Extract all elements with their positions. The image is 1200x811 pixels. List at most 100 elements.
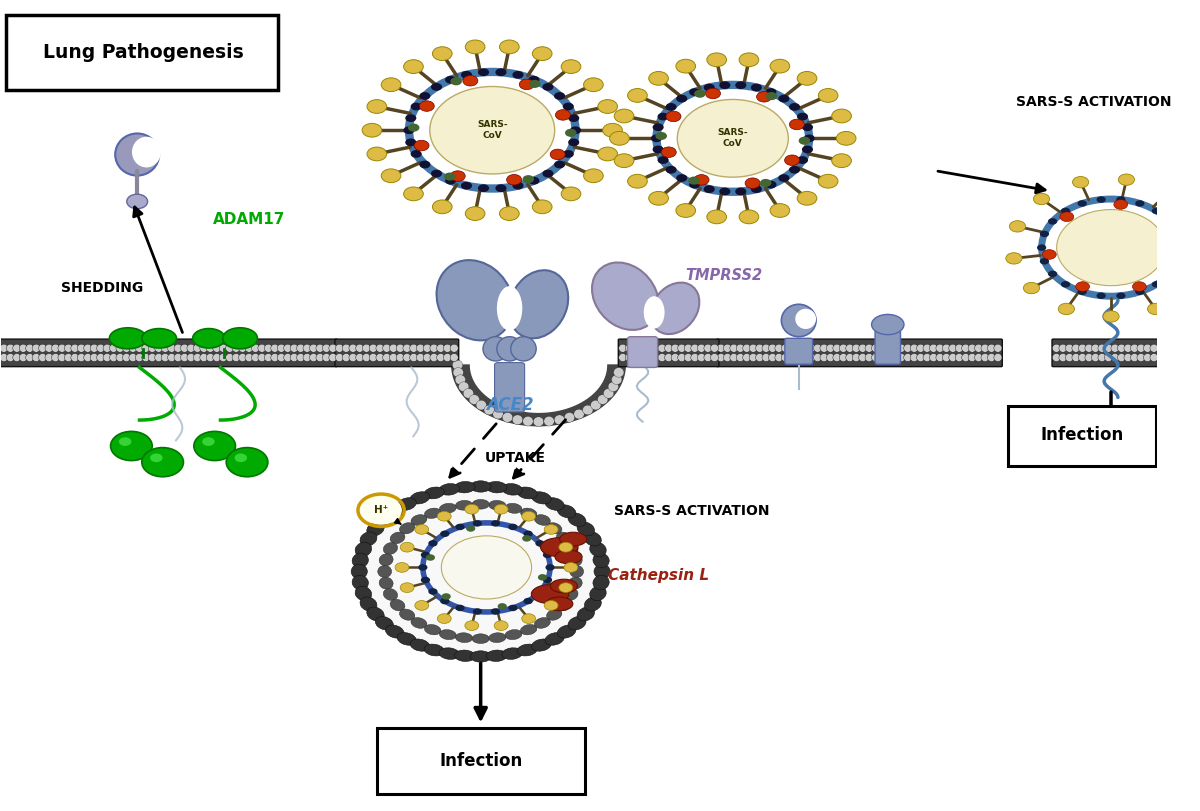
Ellipse shape bbox=[749, 344, 757, 352]
Circle shape bbox=[538, 574, 547, 581]
Circle shape bbox=[466, 207, 485, 221]
Circle shape bbox=[522, 512, 535, 521]
Ellipse shape bbox=[25, 344, 34, 352]
Circle shape bbox=[150, 453, 163, 462]
Ellipse shape bbox=[589, 586, 606, 601]
Ellipse shape bbox=[424, 487, 444, 499]
Ellipse shape bbox=[1117, 354, 1126, 362]
Ellipse shape bbox=[638, 344, 647, 352]
Circle shape bbox=[676, 95, 688, 102]
Circle shape bbox=[756, 92, 772, 102]
Circle shape bbox=[419, 564, 427, 571]
Circle shape bbox=[461, 71, 472, 79]
Ellipse shape bbox=[187, 344, 196, 352]
Ellipse shape bbox=[443, 354, 451, 362]
Circle shape bbox=[1182, 282, 1199, 294]
Ellipse shape bbox=[486, 650, 506, 662]
Ellipse shape bbox=[521, 508, 536, 518]
Ellipse shape bbox=[833, 344, 841, 352]
Ellipse shape bbox=[488, 500, 506, 510]
Ellipse shape bbox=[290, 344, 299, 352]
Ellipse shape bbox=[716, 354, 725, 362]
Circle shape bbox=[677, 100, 788, 177]
Circle shape bbox=[400, 543, 414, 552]
Ellipse shape bbox=[923, 354, 931, 362]
Ellipse shape bbox=[582, 406, 593, 415]
Circle shape bbox=[506, 174, 522, 185]
Ellipse shape bbox=[403, 354, 410, 362]
Text: Lung Pathogenesis: Lung Pathogenesis bbox=[42, 43, 244, 62]
Circle shape bbox=[542, 577, 552, 583]
Ellipse shape bbox=[409, 354, 418, 362]
Ellipse shape bbox=[1058, 344, 1067, 352]
Circle shape bbox=[1097, 293, 1105, 299]
Ellipse shape bbox=[1058, 354, 1067, 362]
Circle shape bbox=[464, 620, 479, 630]
Ellipse shape bbox=[697, 344, 706, 352]
Circle shape bbox=[473, 520, 482, 526]
Circle shape bbox=[359, 487, 602, 656]
Ellipse shape bbox=[410, 515, 427, 526]
Circle shape bbox=[706, 88, 720, 99]
Circle shape bbox=[736, 187, 746, 195]
Ellipse shape bbox=[608, 382, 618, 392]
Text: ACE2: ACE2 bbox=[486, 397, 533, 414]
Ellipse shape bbox=[252, 344, 259, 352]
Circle shape bbox=[559, 583, 572, 593]
Ellipse shape bbox=[283, 354, 292, 362]
Ellipse shape bbox=[1111, 354, 1120, 362]
Circle shape bbox=[542, 83, 553, 91]
Text: SARS-S ACTIVATION: SARS-S ACTIVATION bbox=[1016, 95, 1171, 109]
Ellipse shape bbox=[775, 354, 782, 362]
Circle shape bbox=[1060, 212, 1074, 221]
Ellipse shape bbox=[90, 354, 98, 362]
Ellipse shape bbox=[180, 344, 188, 352]
Ellipse shape bbox=[1072, 344, 1080, 352]
Circle shape bbox=[466, 526, 475, 532]
Ellipse shape bbox=[13, 344, 20, 352]
Ellipse shape bbox=[814, 344, 822, 352]
Ellipse shape bbox=[383, 589, 397, 600]
Ellipse shape bbox=[296, 344, 305, 352]
Circle shape bbox=[602, 123, 623, 137]
Ellipse shape bbox=[316, 344, 324, 352]
Ellipse shape bbox=[258, 344, 266, 352]
FancyBboxPatch shape bbox=[785, 338, 812, 364]
Ellipse shape bbox=[871, 354, 880, 362]
FancyBboxPatch shape bbox=[875, 330, 900, 364]
Circle shape bbox=[499, 40, 520, 54]
Ellipse shape bbox=[484, 406, 494, 415]
Ellipse shape bbox=[310, 354, 318, 362]
Ellipse shape bbox=[523, 416, 533, 426]
Ellipse shape bbox=[271, 354, 278, 362]
Ellipse shape bbox=[781, 304, 816, 337]
Ellipse shape bbox=[450, 344, 458, 352]
FancyBboxPatch shape bbox=[618, 339, 719, 367]
Circle shape bbox=[437, 614, 451, 624]
Circle shape bbox=[1152, 208, 1162, 214]
Circle shape bbox=[779, 95, 790, 102]
Circle shape bbox=[707, 210, 726, 224]
Circle shape bbox=[442, 593, 451, 599]
Ellipse shape bbox=[589, 543, 606, 556]
Circle shape bbox=[535, 588, 545, 594]
Ellipse shape bbox=[557, 504, 576, 518]
Circle shape bbox=[655, 132, 667, 140]
Circle shape bbox=[1009, 221, 1026, 232]
Ellipse shape bbox=[277, 344, 286, 352]
Text: ADAM17: ADAM17 bbox=[214, 212, 286, 227]
Circle shape bbox=[797, 113, 808, 121]
Ellipse shape bbox=[577, 522, 594, 536]
Circle shape bbox=[703, 84, 715, 92]
Circle shape bbox=[499, 207, 520, 221]
Ellipse shape bbox=[724, 354, 732, 362]
Ellipse shape bbox=[743, 354, 751, 362]
Circle shape bbox=[1135, 289, 1145, 295]
Ellipse shape bbox=[808, 344, 815, 352]
Ellipse shape bbox=[455, 633, 473, 642]
Circle shape bbox=[745, 178, 760, 188]
Ellipse shape bbox=[206, 354, 215, 362]
Ellipse shape bbox=[878, 354, 886, 362]
Circle shape bbox=[1048, 271, 1057, 277]
Ellipse shape bbox=[584, 532, 601, 546]
